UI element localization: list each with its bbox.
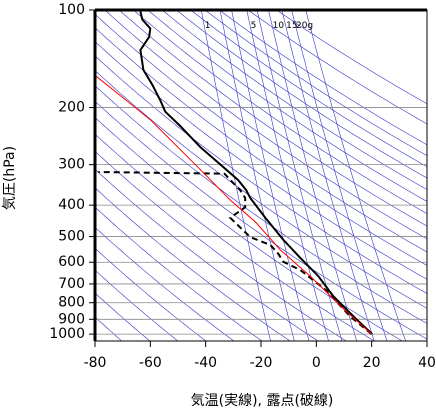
y-tick-label: 400 bbox=[58, 197, 85, 213]
dry-adiabat bbox=[95, 269, 178, 341]
y-tick-label: 300 bbox=[58, 157, 85, 173]
dry-adiabat bbox=[95, 13, 427, 253]
dry-adiabat bbox=[95, 168, 319, 341]
mixing-ratio-line bbox=[291, 10, 388, 341]
dry-adiabat bbox=[95, 55, 427, 294]
mixing-ratio-line bbox=[281, 10, 375, 341]
dry-adiabat bbox=[276, 10, 427, 105]
mixing-ratio-label: 1 bbox=[205, 21, 211, 31]
mixing-ratio-label: 15 bbox=[286, 21, 297, 31]
y-tick-label: 600 bbox=[58, 254, 85, 270]
dry-adiabat bbox=[95, 133, 375, 341]
dry-adiabat bbox=[95, 27, 427, 266]
dry-adiabat bbox=[95, 117, 403, 341]
x-tick-label: -60 bbox=[139, 355, 162, 371]
dry-adiabat bbox=[147, 10, 427, 202]
y-tick-label: 100 bbox=[58, 2, 85, 18]
dry-adiabat bbox=[133, 10, 427, 214]
y-axis-title: 気圧(hPa) bbox=[2, 146, 18, 210]
dry-adiabat bbox=[190, 10, 427, 168]
dry-adiabat bbox=[95, 206, 263, 341]
dry-adiabat bbox=[95, 41, 427, 280]
background-lines bbox=[95, 10, 427, 341]
mixing-ratio-line bbox=[268, 10, 357, 341]
mixing-ratio-line bbox=[231, 10, 310, 341]
data-lines bbox=[95, 11, 373, 335]
dry-adiabat bbox=[95, 85, 427, 324]
mixing-ratio-line bbox=[305, 10, 406, 341]
mixing-ratio-line bbox=[219, 10, 295, 341]
dry-adiabat bbox=[95, 100, 427, 340]
dry-adiabat bbox=[95, 247, 207, 341]
x-tick-label: -20 bbox=[250, 355, 273, 371]
x-tick-label: 0 bbox=[312, 355, 321, 371]
temperature-line bbox=[95, 74, 373, 335]
dry-adiabat bbox=[161, 10, 427, 190]
dry-adiabat bbox=[95, 70, 427, 309]
mixing-ratio-line bbox=[246, 10, 329, 341]
y-tick-label: 1000 bbox=[49, 326, 85, 342]
dry-adiabat bbox=[95, 226, 235, 341]
dry-adiabat bbox=[95, 151, 347, 341]
y-tick-label: 900 bbox=[58, 311, 85, 327]
plot-area bbox=[95, 10, 427, 341]
x-tick-label: 40 bbox=[418, 355, 436, 371]
x-tick-label: 20 bbox=[363, 355, 381, 371]
dry-adiabat bbox=[219, 10, 427, 146]
mixing-ratio-label: 10 bbox=[273, 21, 285, 31]
mixing-ratio-label: 20g bbox=[296, 21, 313, 31]
y-tick-label: 500 bbox=[58, 229, 85, 245]
mixing-ratio-label: 5 bbox=[251, 21, 257, 31]
dry-adiabat bbox=[176, 10, 427, 179]
y-tick-label: 700 bbox=[58, 276, 85, 292]
x-tick-label: -40 bbox=[194, 355, 217, 371]
x-tick-label: -80 bbox=[84, 355, 107, 371]
y-tick-label: 800 bbox=[58, 295, 85, 311]
temperature-line bbox=[139, 11, 373, 335]
dry-adiabat bbox=[104, 10, 427, 240]
dry-adiabat bbox=[247, 10, 427, 125]
x-axis-title: 気温(実線), 露点(破線) bbox=[191, 393, 334, 409]
y-tick-label: 200 bbox=[58, 100, 85, 116]
dry-adiabat bbox=[118, 10, 427, 227]
dry-adiabat bbox=[95, 187, 291, 341]
